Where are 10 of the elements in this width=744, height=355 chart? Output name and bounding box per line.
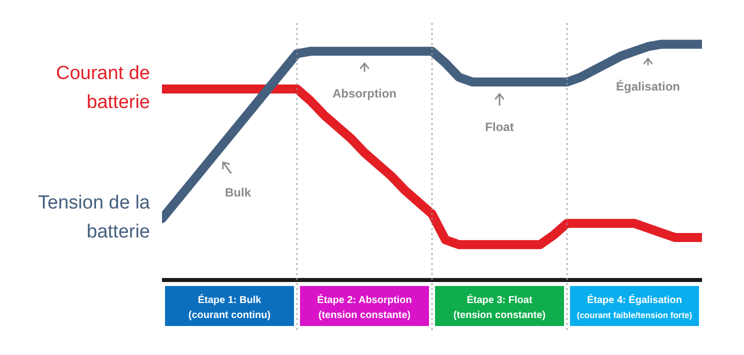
series-label: Tension de la batterie bbox=[38, 192, 150, 243]
text: Étape 3: Float (tension constante) bbox=[453, 294, 546, 321]
annotation: Float bbox=[485, 120, 514, 134]
text: Étape 1: Bulk (courant continu) bbox=[188, 294, 271, 321]
annotation: Bulk bbox=[224, 186, 252, 200]
annotation: Absorption bbox=[332, 86, 396, 100]
text: Étape 2: Absorption (tension constante) bbox=[317, 294, 412, 321]
text: Étape 4: Égalisation (courant faible/tension forte) bbox=[576, 294, 692, 320]
annotation: Égalisation bbox=[616, 80, 680, 94]
series-label: Courant de batterie bbox=[56, 63, 150, 114]
